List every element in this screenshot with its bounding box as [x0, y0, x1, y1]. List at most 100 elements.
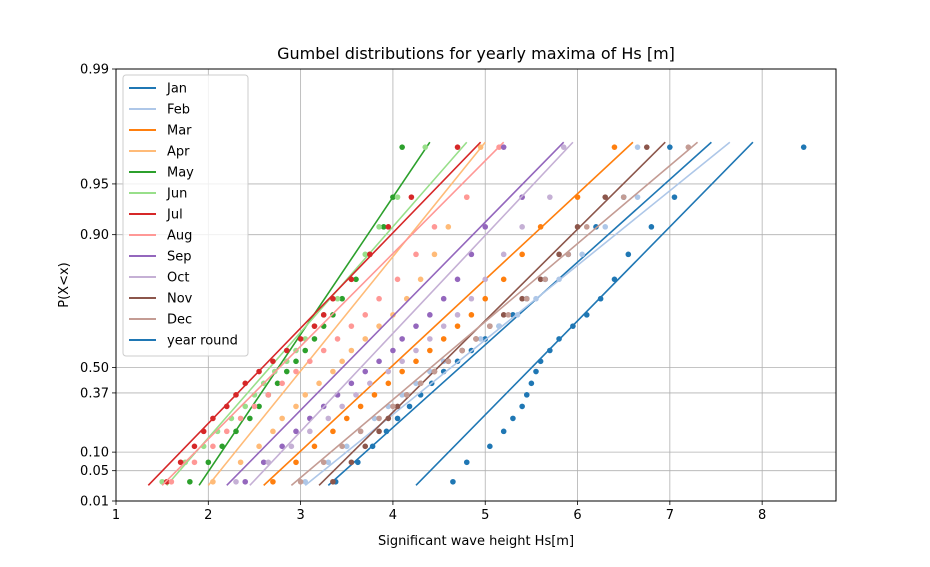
- data-point: [413, 347, 419, 354]
- data-point: [406, 403, 413, 410]
- legend-label: May: [167, 166, 194, 181]
- data-point: [187, 478, 193, 485]
- data-point: [270, 428, 276, 435]
- data-point: [376, 295, 382, 302]
- data-point: [500, 312, 507, 318]
- data-point: [417, 276, 424, 283]
- data-point: [293, 358, 299, 365]
- data-point: [348, 347, 355, 354]
- y-tick-label: 0.37: [80, 386, 109, 401]
- data-point: [376, 415, 382, 422]
- data-point: [376, 358, 382, 365]
- data-point: [334, 336, 341, 342]
- data-point: [394, 194, 401, 200]
- data-point: [343, 443, 350, 450]
- legend-label: year round: [167, 334, 238, 349]
- series-jul: [147, 141, 482, 486]
- data-point: [270, 358, 276, 365]
- data-point: [376, 224, 382, 230]
- data-point: [380, 224, 387, 230]
- data-point: [316, 380, 322, 387]
- data-point: [399, 144, 405, 150]
- data-point: [242, 478, 249, 485]
- fit-line: [318, 141, 666, 486]
- data-point: [330, 478, 336, 485]
- data-point: [399, 368, 405, 375]
- data-point: [233, 392, 239, 398]
- data-point: [256, 443, 262, 450]
- data-point: [256, 403, 262, 410]
- data-point: [279, 380, 285, 387]
- series-dec: [290, 141, 699, 486]
- data-point: [297, 478, 304, 485]
- x-tick-label: 1: [112, 508, 120, 523]
- fit-line: [249, 141, 574, 486]
- data-point: [376, 428, 382, 435]
- legend-item: May: [129, 166, 194, 181]
- data-point: [307, 358, 313, 365]
- data-point: [583, 224, 590, 230]
- data-point: [523, 295, 530, 302]
- data-point: [417, 380, 424, 387]
- data-point: [348, 380, 355, 387]
- data-point: [602, 194, 609, 200]
- data-point: [427, 336, 433, 342]
- data-point: [330, 428, 336, 435]
- data-point: [431, 224, 438, 230]
- data-point: [353, 392, 359, 398]
- data-point: [685, 144, 692, 150]
- y-tick-label: 0.10: [80, 446, 109, 461]
- data-point: [362, 336, 369, 342]
- data-point: [394, 415, 401, 422]
- legend-label: Nov: [167, 292, 193, 307]
- data-point: [399, 336, 405, 342]
- fit-line: [290, 141, 699, 486]
- data-point: [574, 194, 581, 200]
- y-tick-label: 0.95: [80, 177, 109, 192]
- data-point: [383, 428, 390, 435]
- data-point: [500, 428, 507, 435]
- data-point: [325, 459, 332, 466]
- data-point: [210, 443, 216, 450]
- data-point: [667, 144, 673, 150]
- data-point: [440, 323, 447, 329]
- data-point: [468, 251, 475, 258]
- data-point: [242, 380, 249, 387]
- data-point: [440, 295, 447, 302]
- data-point: [477, 144, 484, 150]
- x-tick-label: 7: [666, 508, 674, 523]
- data-point: [399, 358, 405, 365]
- data-point: [390, 347, 396, 354]
- data-point: [500, 276, 507, 283]
- data-point: [468, 295, 475, 302]
- data-point: [237, 459, 244, 466]
- data-point: [556, 251, 562, 258]
- data-point: [454, 144, 461, 150]
- legend-item: Jan: [129, 82, 187, 97]
- data-point: [362, 443, 369, 450]
- data-point: [422, 144, 429, 150]
- data-point: [320, 459, 327, 466]
- series-mar: [263, 141, 634, 486]
- legend-item: Aug: [129, 229, 192, 244]
- data-point: [279, 443, 285, 450]
- y-tick-label: 0.90: [80, 228, 109, 243]
- data-point: [643, 144, 650, 150]
- data-point: [468, 312, 475, 318]
- data-point: [302, 478, 309, 485]
- data-point: [500, 144, 507, 150]
- data-point: [519, 403, 525, 410]
- data-point: [570, 323, 576, 329]
- data-point: [454, 312, 461, 318]
- data-point: [339, 295, 345, 302]
- data-point: [385, 224, 392, 230]
- data-point: [496, 323, 502, 329]
- x-axis-label: Significant wave height Hs[m]: [378, 534, 574, 549]
- data-point: [542, 276, 549, 283]
- data-point: [200, 428, 207, 435]
- data-point: [283, 368, 290, 375]
- plot-frame: [115, 68, 837, 502]
- data-point: [496, 144, 502, 150]
- data-point: [367, 380, 373, 387]
- data-point: [191, 459, 198, 466]
